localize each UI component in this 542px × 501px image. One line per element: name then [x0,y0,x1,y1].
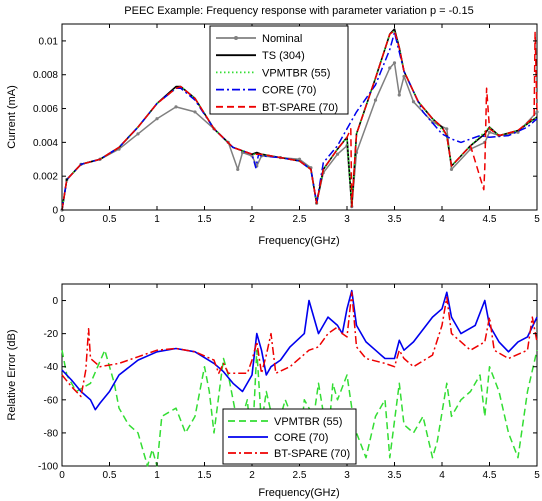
legend-label-ts-304: TS (304) [262,50,305,62]
x-tick-label: 5 [534,470,540,481]
legend-label-core-70: CORE (70) [262,85,316,97]
legend-label-vpmtbr-55: VPMTBR (55) [274,416,342,428]
series-line-bt-spare-70 [61,291,538,398]
x-tick-label: 2 [249,470,255,481]
x-tick-label: 0.5 [103,470,117,481]
x-tick-label: 4.5 [483,470,497,481]
y-tick-label: 0.01 [39,36,59,47]
y-axis-label-top: Current (mA) [6,85,18,149]
legend-label-nominal: Nominal [262,33,302,45]
x-ticks-top: 0 0.5 1 1.5 2 2.5 3 3.5 4 4.5 5 [59,24,540,225]
x-tick-label: 1.5 [198,214,212,225]
x-tick-label: 1 [154,214,160,225]
series-point-nominal [136,132,140,136]
y-tick-label: -20 [44,329,59,340]
y-tick-label: 0.006 [33,104,58,115]
x-tick-label: 1.5 [198,470,212,481]
series-point-nominal [193,110,197,114]
x-axis-label-top: Frequency(GHz) [258,235,339,247]
series-point-nominal [402,74,406,79]
x-tick-label: 0 [59,214,65,225]
series-point-nominal [397,93,401,97]
y-tick-label: -100 [38,462,58,473]
y-tick-label: -60 [44,395,59,406]
series-group-top [60,28,539,212]
x-tick-label: 3 [344,470,350,481]
series-point-nominal [449,167,454,172]
series-group-bottom [61,289,538,467]
legend-label-bt-spare-70: BT-SPARE (70) [274,448,350,460]
legend-top: Nominal TS (304) VPMTBR (55) CORE (70) BT-SP… [209,25,349,115]
y-tick-label: -80 [44,428,59,439]
series-point-nominal [335,152,340,156]
y-tick-label: 0 [52,206,58,217]
series-line-vpmtbr-55 [61,349,538,467]
legend-bottom: VPMTBR (55) CORE (70) BT-SPARE (70) [222,408,357,465]
x-tick-label: 3.5 [388,470,402,481]
y-ticks-top: 0 0.002 0.004 0.006 0.008 0.01 [33,36,537,217]
series-point-nominal [373,98,378,102]
series-point-nominal [388,66,392,70]
panel-bottom: 0 0.5 1 1.5 2 2.5 3 3.5 4 4.5 5 0-20-40-60-80-100 … [6,283,540,499]
legend-label-bt-spare-70: BT-SPARE (70) [262,102,338,114]
x-tick-label: 0 [59,470,65,481]
series-point-nominal [445,127,449,131]
series-line-bt-spare-70 [61,30,538,211]
x-axis-label-bottom: Frequency(GHz) [258,487,339,499]
series-point-nominal [487,130,492,134]
legend-marker-nominal [234,36,238,40]
x-tick-label: 2.5 [293,470,307,481]
y-tick-label: -40 [44,362,59,373]
series-line-core-70 [61,289,538,411]
x-tick-label: 5 [534,214,540,225]
y-axis-label-bottom: Relative Error (dB) [6,329,18,420]
x-tick-label: 1 [154,470,160,481]
series-point-nominal [236,167,240,172]
panel-top: PEEC Example: Frequency response with pa… [6,5,540,247]
series-point-nominal [155,117,159,121]
x-tick-label: 0.5 [103,214,117,225]
y-ticks-bottom: 0 -20 -40 -60 -80 -100 [38,296,537,473]
y-tick-label: 0 [52,296,58,307]
x-tick-label: 3.5 [388,214,402,225]
series-point-nominal [392,61,397,65]
y-tick-label: 0.004 [33,138,58,149]
x-tick-label: 4 [439,470,445,481]
legend-label-vpmtbr-55: VPMTBR (55) [262,67,330,79]
y-tick-label: 0.008 [33,70,58,81]
series-point-nominal [535,110,539,114]
y-tick-label: 0.002 [33,172,58,183]
legend-label-core-70: CORE (70) [274,432,328,444]
series-point-nominal [411,100,416,104]
x-tick-label: 2.5 [293,214,307,225]
x-tick-label: 4.5 [483,214,497,225]
legend-box-top [209,25,349,115]
x-ticks-bottom: 0 0.5 1 1.5 2 2.5 3 3.5 4 4.5 5 [59,284,540,481]
x-tick-label: 4 [439,214,445,225]
chart-title: PEEC Example: Frequency response with pa… [124,5,473,17]
series-point-nominal [174,105,178,109]
x-tick-label: 2 [249,214,255,225]
x-tick-label: 3 [344,214,350,225]
